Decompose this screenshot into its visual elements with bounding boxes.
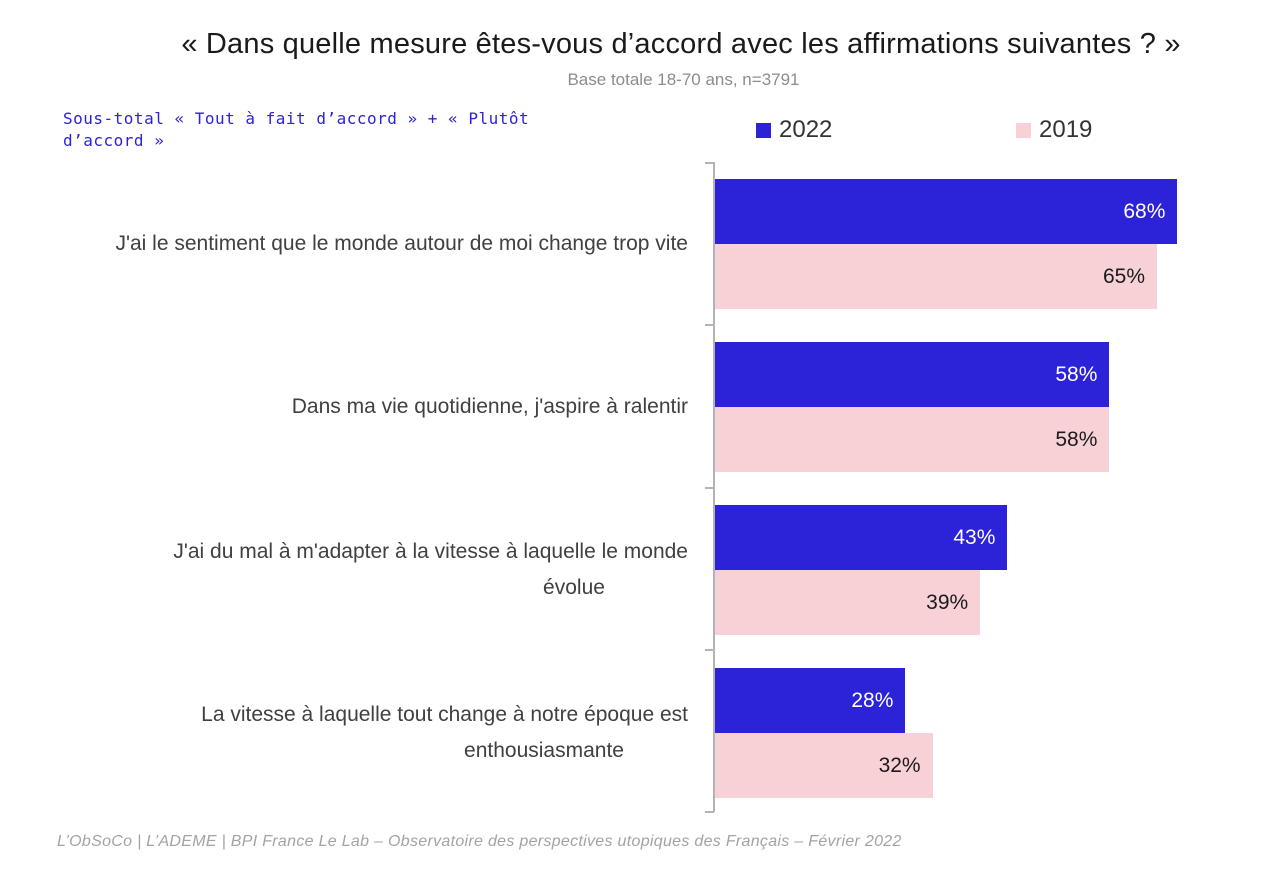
legend-swatch-2019: [1016, 122, 1031, 138]
axis-tick: [705, 649, 714, 651]
category-label: J'ai du mal à m'adapter à la vitesse à l…: [40, 534, 688, 606]
legend-item-2022: 2022: [756, 116, 832, 144]
bar-2019: [715, 733, 933, 798]
data-label-2022: 28%: [851, 689, 894, 712]
bar-2022: [715, 668, 906, 733]
legend-swatch-2022: [756, 122, 771, 138]
subtotal-label: Sous-total « Tout à fait d’accord » + « …: [63, 109, 530, 150]
legend-item-2019: 2019: [1016, 116, 1092, 144]
category-label-line: J'ai du mal à m'adapter à la vitesse à l…: [173, 540, 688, 563]
category-label-line: évolue: [543, 576, 605, 599]
data-label-2019: 58%: [1055, 428, 1098, 451]
category-label-line: enthousiasmante: [464, 739, 624, 762]
data-label-2019: 65%: [1102, 265, 1145, 288]
bar-2022: [715, 342, 1110, 407]
axis-tick: [705, 162, 714, 164]
category-label: J'ai le sentiment que le monde autour de…: [115, 232, 688, 255]
data-label-2022: 68%: [1123, 200, 1166, 223]
axis-tick: [705, 811, 714, 813]
bar-2022: [715, 505, 1008, 570]
chart-subtitle: Base totale 18-70 ans, n=3791: [567, 70, 800, 89]
category-label-line: La vitesse à laquelle tout change à notr…: [201, 703, 688, 726]
axis-tick: [705, 487, 714, 489]
data-label-2022: 43%: [953, 526, 996, 549]
category-label: La vitesse à laquelle tout change à notr…: [40, 697, 688, 769]
bar-2019: [715, 407, 1110, 472]
data-label-2019: 39%: [926, 591, 969, 614]
data-label-2022: 58%: [1055, 363, 1098, 386]
chart-title: « Dans quelle mesure êtes-vous d’accord …: [181, 28, 1181, 60]
axis-tick: [705, 324, 714, 326]
source-footer: L’ObSoCo | L’ADEME | BPI France Le Lab –…: [57, 833, 902, 850]
bar-2019: [715, 570, 981, 635]
bar-2022: [715, 179, 1178, 244]
bar-2019: [715, 244, 1157, 309]
legend-label-2019: 2019: [1039, 116, 1093, 143]
category-axis: [713, 162, 715, 812]
category-label: Dans ma vie quotidienne, j'aspire à rale…: [291, 395, 688, 418]
legend-label-2022: 2022: [779, 116, 833, 143]
data-label-2019: 32%: [878, 754, 921, 777]
